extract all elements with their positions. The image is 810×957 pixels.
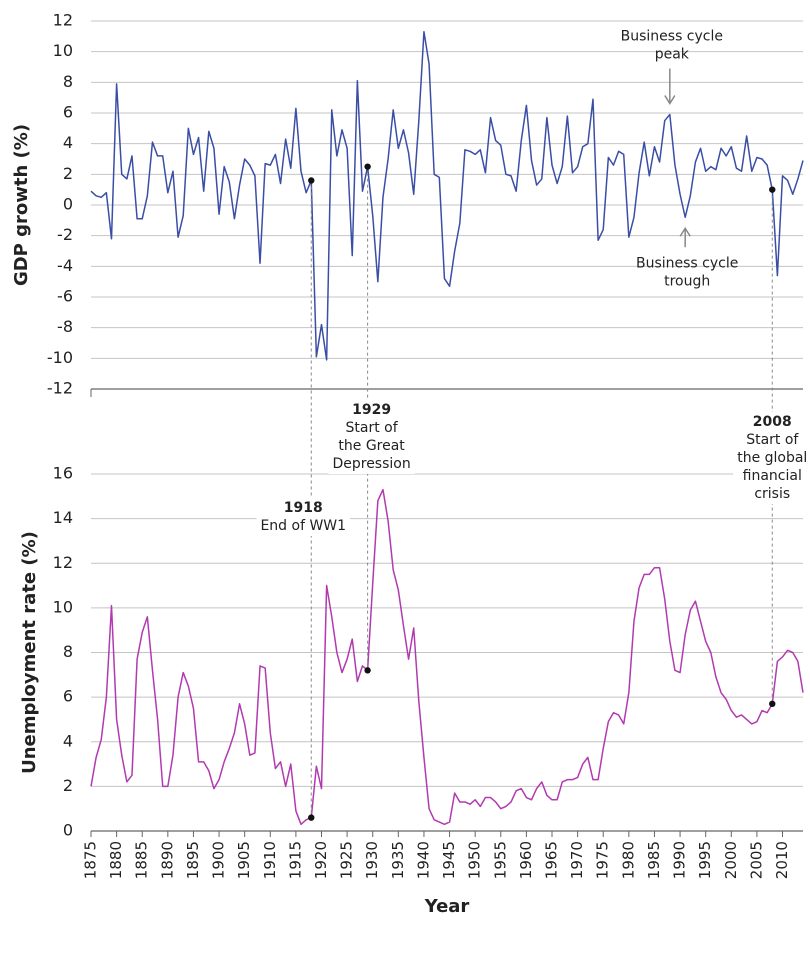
event-text: End of WW1 (260, 518, 346, 534)
arrow-head (679, 226, 691, 237)
x-tick-label: 1880 (107, 841, 125, 879)
event-dot (364, 163, 371, 170)
x-tick-label: 1975 (594, 841, 612, 879)
x-tick-label: 1890 (158, 841, 176, 879)
x-tick-label: 2010 (773, 841, 791, 879)
data-line (90, 30, 804, 361)
y-tick-label: -10 (47, 348, 73, 367)
x-tick-label: 1930 (363, 841, 381, 879)
x-tick-label: 1920 (312, 841, 330, 879)
y-tick-label: 14 (53, 508, 73, 527)
event-dot (308, 177, 315, 184)
y-tick-label: 12 (53, 553, 73, 572)
event-label-bg (256, 498, 351, 536)
x-tick-label: 1915 (286, 841, 304, 879)
event-label: 2008 Start of the global financial crisis (733, 412, 810, 504)
event-dot (769, 186, 776, 193)
annotation-text: Business cycle (636, 255, 738, 271)
y-tick-label: 4 (63, 133, 73, 152)
event-label: 1929 Start of the Great Depression (328, 400, 415, 474)
x-tick-label: 1970 (568, 841, 586, 879)
lines-layer (90, 30, 804, 826)
x-tick-label: 1945 (440, 841, 458, 879)
dots-layer (308, 163, 776, 821)
event-text: crisis (754, 486, 790, 502)
x-tick-label: 1885 (133, 841, 151, 879)
x-tick-label: 1940 (414, 841, 432, 879)
x-tick-label: 1995 (696, 841, 714, 879)
event-year: 2008 (753, 414, 792, 430)
annotation-text: Business cycle (621, 29, 723, 45)
x-tick-label: 1875 (82, 841, 100, 879)
y-tick-label: 16 (53, 464, 73, 483)
y-tick-label: -12 (47, 379, 73, 398)
y-tick-label: 10 (53, 41, 73, 60)
labels-layer: -12 -10 -8 -6 -4 -2 0 2 4 6 8 10 12 GDP growth (%) Bus… (11, 11, 791, 918)
y-tick-label: 6 (63, 687, 73, 706)
annotation-text: trough (664, 273, 710, 289)
event-text: the Great (338, 438, 405, 454)
y-axis-title: Unemployment rate (%) (19, 531, 40, 774)
x-tick-label: 1980 (619, 841, 637, 879)
x-tick-label: 2000 (722, 841, 740, 879)
annotation-text: peak (655, 47, 690, 63)
y-tick-label: 8 (63, 642, 73, 661)
y-tick-label: 6 (63, 103, 73, 122)
y-tick-label: -4 (57, 256, 73, 275)
event-text: Depression (332, 456, 410, 472)
data-line (90, 488, 804, 826)
event-year: 1929 (352, 402, 391, 418)
x-tick-label: 1910 (261, 841, 279, 879)
y-tick-label: -2 (57, 225, 73, 244)
event-dot (364, 667, 371, 674)
y-tick-label: -8 (57, 317, 73, 336)
x-axis-title: Year (424, 896, 470, 917)
x-tick-label: 2005 (747, 841, 765, 879)
y-tick-label: 8 (63, 72, 73, 91)
grid-layer (90, 20, 803, 837)
events-layer: 1918 End of WW1 1929 Start of the Great Depre… (256, 166, 810, 818)
event-dot (308, 814, 315, 821)
y-tick-label: 2 (63, 776, 73, 795)
event-text: financial (743, 468, 802, 484)
x-tick-label: 1965 (543, 841, 561, 879)
y-tick-label: -6 (57, 287, 73, 306)
y-tick-label: 2 (63, 164, 73, 183)
y-tick-label: 12 (53, 11, 73, 30)
event-text: the global (737, 450, 807, 466)
x-tick-label: 1990 (671, 841, 689, 879)
event-label-bg (328, 400, 415, 474)
x-tick-label: 1900 (210, 841, 228, 879)
event-label-bg (733, 412, 810, 504)
x-tick-label: 1905 (235, 841, 253, 879)
event-year: 1918 (284, 500, 323, 516)
y-tick-label: 0 (63, 821, 73, 840)
y-axis-title: GDP growth (%) (11, 124, 32, 286)
arrow-head (664, 95, 676, 105)
x-tick-label: 1955 (491, 841, 509, 879)
x-tick-label: 1935 (389, 841, 407, 879)
event-text: Start of (746, 432, 799, 448)
event-text: Start of (346, 420, 399, 436)
x-tick-label: 1925 (338, 841, 356, 879)
x-tick-label: 1895 (184, 841, 202, 879)
y-tick-label: 10 (53, 597, 73, 616)
event-dot (769, 700, 776, 708)
y-tick-label: 0 (63, 195, 73, 214)
x-tick-label: 1960 (517, 841, 535, 879)
y-tick-label: 4 (63, 731, 73, 750)
x-tick-label: 1985 (645, 841, 663, 879)
x-tick-label: 1950 (466, 841, 484, 879)
event-label: 1918 End of WW1 (256, 498, 351, 536)
